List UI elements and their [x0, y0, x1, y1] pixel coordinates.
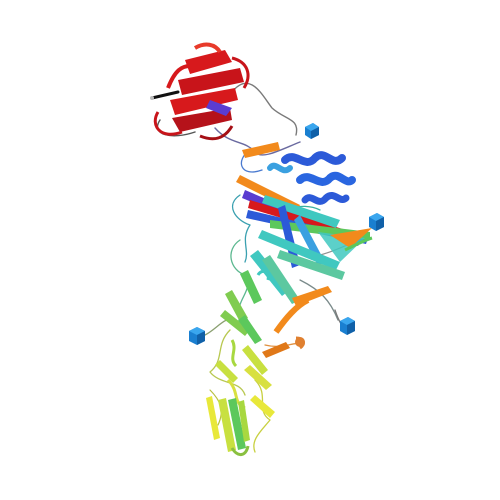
- glycan-cube-lower-right: [340, 317, 355, 335]
- glycan-cube-right: [369, 213, 384, 231]
- orange-strands-lower: [262, 286, 332, 358]
- glycan-cube-left: [189, 327, 205, 345]
- cyan-green-mid-domain: [225, 250, 300, 322]
- glycan-markers: [189, 123, 384, 345]
- green-yellow-lower-domain: [215, 310, 275, 418]
- blue-helices-domain: [267, 151, 356, 205]
- rainbow-beta-sheet: [242, 190, 373, 280]
- glycan-cube-top: [305, 123, 319, 139]
- bottom-hairpin: [206, 396, 250, 456]
- red-beta-barrel-domain: [150, 42, 250, 141]
